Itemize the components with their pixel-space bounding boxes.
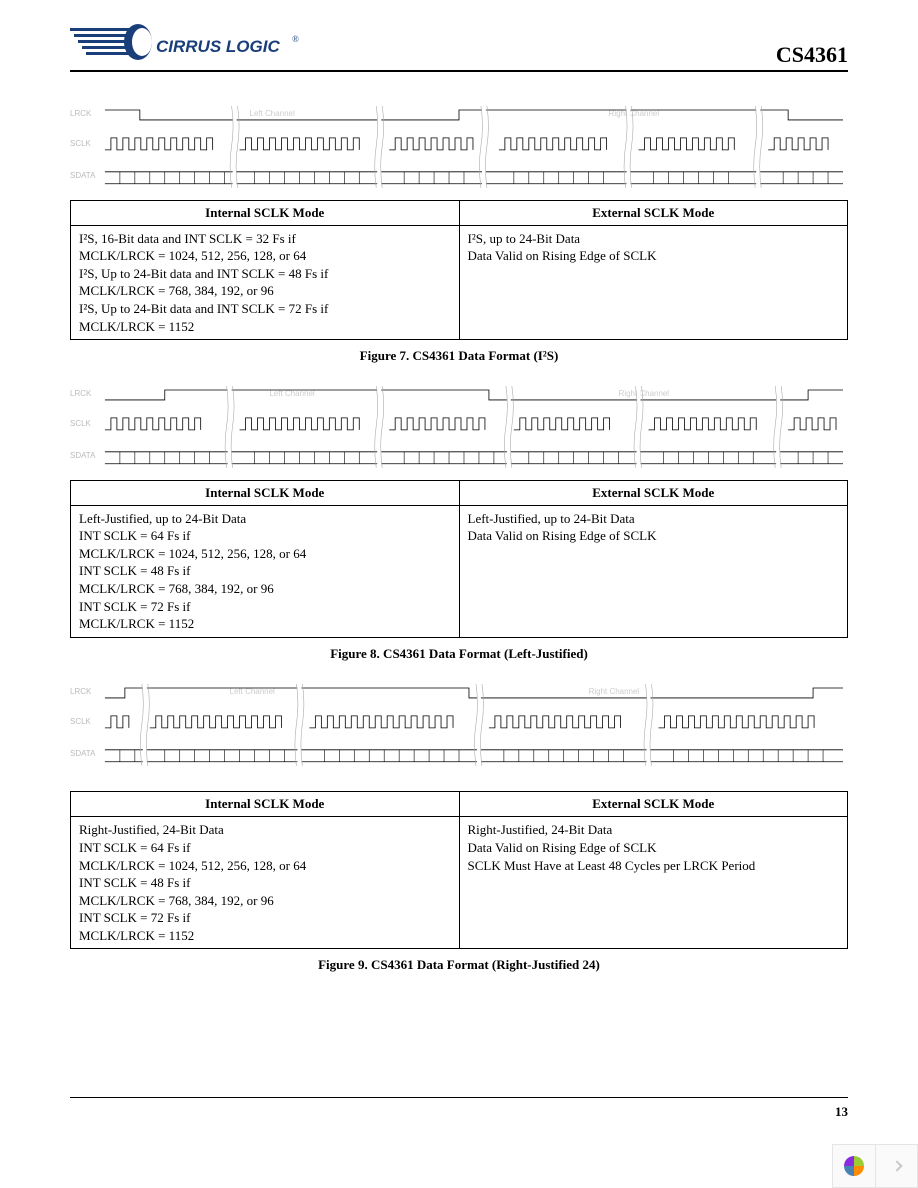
- figure-9-caption: Figure 9. CS4361 Data Format (Right-Just…: [70, 957, 848, 973]
- next-page-button[interactable]: [875, 1145, 917, 1187]
- svg-text:®: ®: [292, 34, 299, 44]
- figure-8-caption: Figure 8. CS4361 Data Format (Left-Justi…: [70, 646, 848, 662]
- svg-text:LRCK: LRCK: [70, 389, 92, 398]
- chevron-right-icon: [891, 1160, 902, 1171]
- col-header-internal: Internal SCLK Mode: [71, 792, 460, 817]
- col-header-external: External SCLK Mode: [459, 792, 848, 817]
- svg-text:SCLK: SCLK: [70, 419, 92, 428]
- svg-text:SCLK: SCLK: [70, 139, 92, 148]
- cell-external: Left-Justified, up to 24-Bit Data Data V…: [459, 505, 848, 637]
- cell-internal: I²S, 16-Bit data and INT SCLK = 32 Fs if…: [71, 225, 460, 339]
- figure-8-section: LRCK SCLK SDATA Left Channel Right Chann…: [70, 382, 848, 662]
- viewer-logo-button[interactable]: [833, 1145, 875, 1187]
- col-header-external: External SCLK Mode: [459, 480, 848, 505]
- part-number: CS4361: [776, 42, 848, 68]
- svg-text:SDATA: SDATA: [70, 748, 96, 757]
- mode-table-fig8: Internal SCLK Mode External SCLK Mode Le…: [70, 480, 848, 638]
- page-number: 13: [835, 1104, 848, 1120]
- cirrus-logo-icon: CIRRUS LOGIC ®: [70, 20, 300, 68]
- cell-external: Right-Justified, 24-Bit Data Data Valid …: [459, 817, 848, 949]
- cell-external: I²S, up to 24-Bit Data Data Valid on Ris…: [459, 225, 848, 339]
- svg-text:SDATA: SDATA: [70, 171, 96, 180]
- svg-text:Right Channel: Right Channel: [589, 687, 640, 696]
- col-header-internal: Internal SCLK Mode: [71, 480, 460, 505]
- mode-table-fig7: Internal SCLK Mode External SCLK Mode I²…: [70, 200, 848, 340]
- svg-text:SCLK: SCLK: [70, 717, 92, 726]
- col-header-internal: Internal SCLK Mode: [71, 200, 460, 225]
- figure-7-section: LRCK SCLK SDATA Left Channel Right Chann…: [70, 102, 848, 364]
- figure-7-caption: Figure 7. CS4361 Data Format (I²S): [70, 348, 848, 364]
- cell-internal: Left-Justified, up to 24-Bit Data INT SC…: [71, 505, 460, 637]
- viewer-nav-widget: [832, 1144, 918, 1188]
- svg-text:LRCK: LRCK: [70, 109, 92, 118]
- pinwheel-icon: [842, 1154, 866, 1178]
- timing-diagram-rj24: LRCK SCLK SDATA Left Channel Right Chann…: [70, 680, 848, 770]
- page-header: CIRRUS LOGIC ® CS4361: [70, 20, 848, 72]
- svg-text:Left Channel: Left Channel: [250, 109, 295, 118]
- cell-internal: Right-Justified, 24-Bit Data INT SCLK = …: [71, 817, 460, 949]
- mode-table-fig9: Internal SCLK Mode External SCLK Mode Ri…: [70, 791, 848, 949]
- svg-text:LRCK: LRCK: [70, 687, 92, 696]
- svg-text:Right Channel: Right Channel: [619, 389, 670, 398]
- timing-diagram-lj: LRCK SCLK SDATA Left Channel Right Chann…: [70, 382, 848, 472]
- figure-9-section: LRCK SCLK SDATA Left Channel Right Chann…: [70, 680, 848, 974]
- brand-text: CIRRUS LOGIC: [156, 37, 280, 56]
- brand-logo: CIRRUS LOGIC ®: [70, 20, 300, 68]
- col-header-external: External SCLK Mode: [459, 200, 848, 225]
- timing-diagram-i2s: LRCK SCLK SDATA Left Channel Right Chann…: [70, 102, 848, 192]
- footer-rule: [70, 1097, 848, 1098]
- svg-text:SDATA: SDATA: [70, 451, 96, 460]
